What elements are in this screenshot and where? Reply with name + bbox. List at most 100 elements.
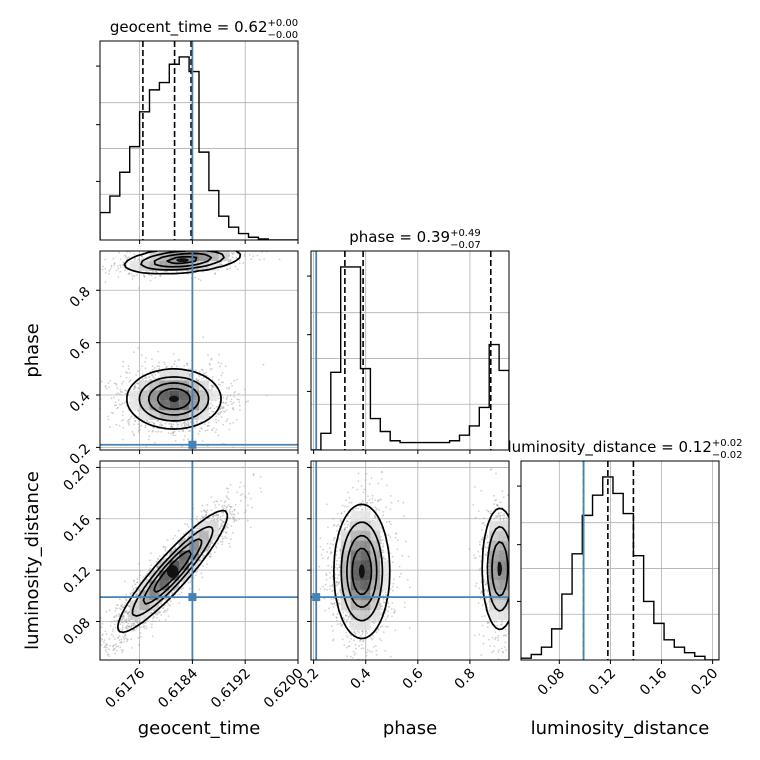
scatter-point [159,275,161,277]
scatter-point [200,510,203,513]
scatter-point [188,248,190,250]
scatter-point [199,559,202,561]
scatter-point [130,638,133,641]
scatter-point [195,420,198,423]
density-core [168,395,179,403]
scatter-point [136,578,139,580]
scatter-point [217,434,220,437]
density-cell [199,251,209,261]
scatter-point [148,438,150,441]
scatter-point [208,555,211,558]
scatter-point [212,410,215,413]
scatter-point [138,425,141,428]
scatter-point [230,259,232,262]
scatter-point [138,420,140,423]
scatter-point [184,537,186,540]
scatter-point [212,501,215,504]
scatter-point [137,423,140,425]
scatter-point [137,258,140,261]
scatter-point [105,633,108,636]
scatter-point [214,399,217,402]
scatter-point [197,278,200,280]
scatter-point [205,511,208,513]
panel-hist-phase: phase = 0.39+0.49−0.07 [307,228,510,454]
scatter-point [160,424,163,426]
scatter-point [233,395,236,398]
density-cell [159,390,170,401]
scatter-point [232,513,235,515]
scatter-point [226,268,228,271]
scatter-point [144,426,147,429]
scatter-point [133,388,136,391]
scatter-point [177,249,179,251]
scatter-point [221,538,224,540]
scatter-point [108,272,110,275]
scatter-point [127,422,130,425]
scatter-point [228,542,231,545]
scatter-point [220,524,222,527]
scatter-point [244,388,246,391]
scatter-point [232,401,235,404]
scatter-point [133,622,135,625]
scatter-point [177,530,180,532]
scatter-point [136,594,138,597]
scatter-point [119,403,121,406]
scatter-point [115,404,118,406]
scatter-point [198,588,201,591]
scatter-point [219,261,221,264]
scatter-point [224,500,227,503]
density-cell [169,251,180,261]
scatter-point [136,581,139,584]
scatter-point [160,600,163,603]
scatter-point [117,604,119,607]
scatter-point [215,405,218,408]
scatter-point [223,248,225,250]
scatter-point [120,649,123,651]
scatter-point [222,521,225,524]
scatter-point [113,263,116,265]
scatter-point [211,428,213,431]
scatter-point [159,602,162,604]
scatter-point [126,420,129,423]
scatter-point [180,424,183,427]
scatter-point [221,543,224,546]
scatter-point [226,243,228,245]
scatter-point [238,486,241,488]
scatter-point [160,431,163,433]
scatter-point [122,261,124,264]
scatter-point [176,426,179,428]
scatter-point [150,274,153,277]
scatter-point [113,396,115,399]
scatter-point [234,265,237,268]
density-cell [169,400,180,411]
scatter-point [189,373,192,375]
scatter-point [134,387,137,389]
scatter-point [113,648,116,650]
scatter-point [104,267,107,270]
scatter-point [203,423,206,425]
scatter-point [138,423,140,426]
scatter-point [156,613,159,616]
scatter-point [211,429,214,432]
scatter-point [209,552,212,555]
scatter-point [225,420,228,423]
scatter-point [208,545,211,548]
scatter-point [229,422,232,425]
scatter-point [236,378,239,381]
scatter-point [230,398,233,401]
scatter-point [91,665,93,667]
scatter-point [154,276,157,279]
scatter-point [217,542,219,545]
scatter-point [206,424,209,427]
scatter-point [238,259,241,261]
scatter-point [135,621,138,624]
scatter-point [119,264,122,267]
scatter-point [210,245,212,247]
scatter-point [93,259,95,261]
scatter-point [168,249,170,251]
scatter-point [157,361,160,364]
scatter-point [175,270,178,273]
scatter-point [123,641,125,643]
scatter-point [227,491,230,494]
title-sup: +0.00 [268,18,299,29]
